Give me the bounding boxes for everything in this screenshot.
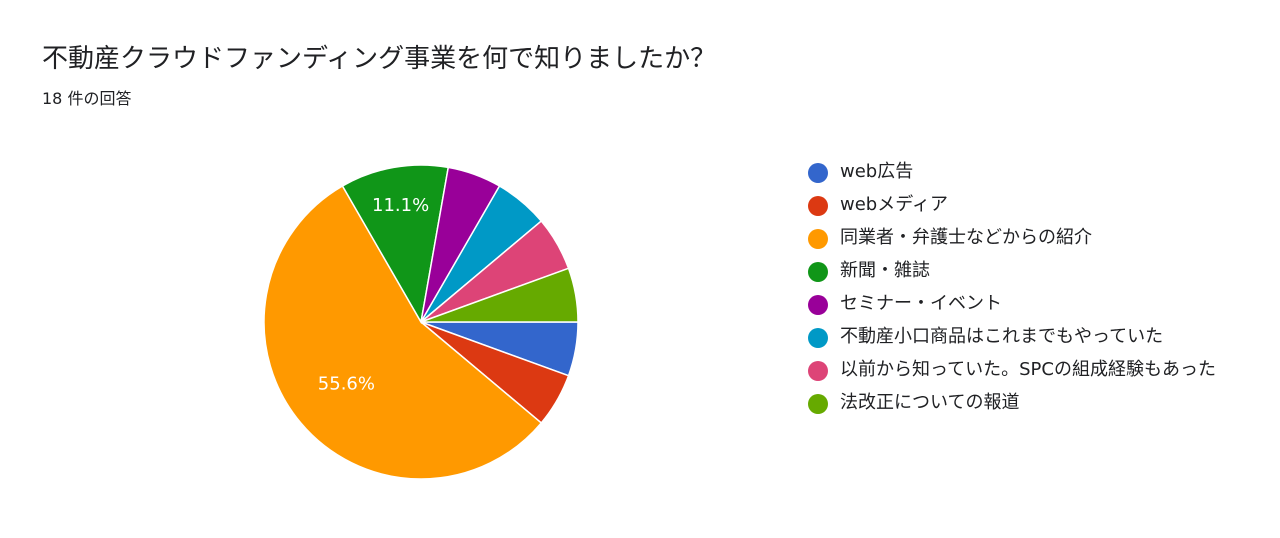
chart-title: 不動産クラウドファンディング事業を何で知りましたか？	[42, 44, 717, 74]
legend-label: 新聞・雑誌	[840, 260, 930, 281]
legend-swatch	[808, 328, 828, 348]
legend-swatch	[808, 196, 828, 216]
legend-label: webメディア	[840, 194, 948, 215]
legend-item: web広告	[808, 160, 1268, 184]
legend-label: web広告	[840, 161, 914, 182]
legend-label: 同業者・弁護士などからの紹介	[840, 227, 1092, 248]
pie-slice-4	[341, 164, 450, 325]
pie-data-labels: 55.6% 11.1%	[318, 195, 429, 395]
legend-item: 新聞・雑誌	[808, 259, 1268, 283]
legend-item: 法改正についての報道	[808, 391, 1268, 415]
legend-swatch	[808, 394, 828, 414]
legend-item: セミナー・イベント	[808, 292, 1268, 316]
legend-item: 同業者・弁護士などからの紹介	[808, 226, 1268, 250]
legend-swatch	[808, 295, 828, 315]
legend-item: webメディア	[808, 193, 1268, 217]
legend: web広告 webメディア同業者・弁護士などからの紹介 新聞・雑誌セミナー・イベント…	[808, 160, 1268, 424]
legend-label: 法改正についての報道	[840, 392, 1020, 413]
pie-slices	[263, 164, 579, 480]
legend-swatch	[808, 229, 828, 249]
legend-label: 以前から知っていた。SPCの組成経験もあった	[840, 359, 1216, 380]
legend-swatch	[808, 163, 828, 183]
legend-item: 不動産小口商品はこれまでもやっていた	[808, 325, 1268, 349]
pie-data-label-3: 55.6%	[318, 374, 375, 395]
legend-item: 以前から知っていた。SPCの組成経験もあった	[808, 358, 1268, 382]
legend-swatch	[808, 361, 828, 381]
pie-data-label-4: 11.1%	[372, 195, 429, 216]
legend-label: セミナー・イベント	[840, 293, 1002, 314]
legend-label: 不動産小口商品はこれまでもやっていた	[840, 326, 1164, 347]
legend-swatch	[808, 262, 828, 282]
response-count: 18 件の回答	[42, 89, 132, 108]
pie-slice-8	[420, 267, 579, 323]
pie-slice-3	[263, 185, 543, 480]
